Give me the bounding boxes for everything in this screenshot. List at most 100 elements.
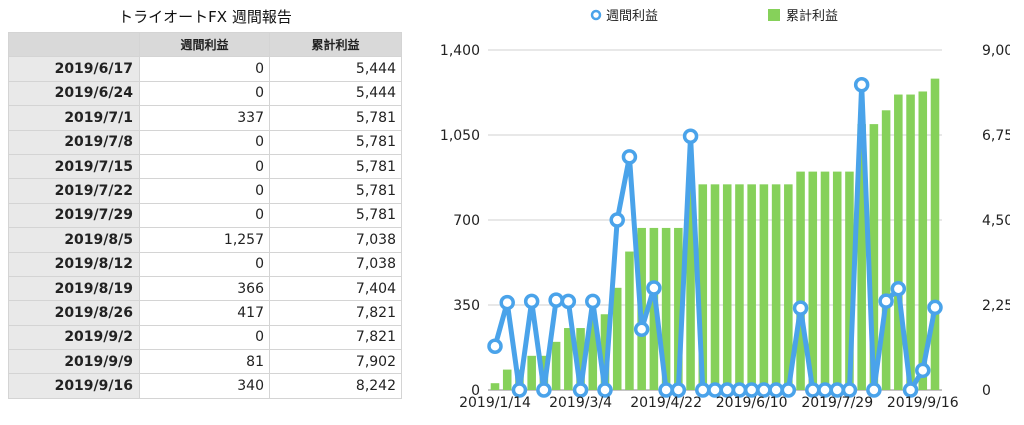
bar-cumulative-profit	[674, 227, 683, 390]
bar-cumulative-profit	[747, 184, 756, 390]
bar-cumulative-profit	[832, 171, 842, 390]
row-weekly-cell: 0	[139, 178, 270, 204]
legend-line-marker	[590, 9, 602, 21]
row-date-cell: 2019/9/9	[8, 349, 140, 375]
point-weekly-profit	[841, 382, 858, 398]
bar-cumulative-profit	[588, 314, 598, 390]
bar-cumulative-profit	[808, 171, 818, 390]
point-weekly-profit	[548, 292, 564, 308]
table-row: 2019/7/8 0 5,781	[8, 129, 402, 155]
bar-cumulative-profit	[930, 78, 940, 390]
table-row: 2019/6/17 0 5,444	[8, 56, 402, 82]
table-row: 2019/7/1 337 5,781	[8, 105, 402, 131]
point-weekly-profit	[780, 382, 797, 398]
row-date-cell: 2019/7/29	[8, 202, 140, 229]
point-weekly-profit	[853, 76, 870, 93]
y-left-tick-label: 0	[471, 383, 480, 399]
row-date-cell: 2019/8/5	[8, 227, 140, 253]
legend-cumulative-profit-label: 累計利益	[786, 8, 838, 24]
bar-cumulative-profit	[771, 184, 781, 390]
table-row: 2019/8/26 417 7,821	[8, 300, 402, 326]
table-row: 2019/7/22 0 5,781	[8, 178, 402, 204]
row-date-cell: 2019/7/22	[8, 178, 140, 204]
row-cumulative-cell: 5,781	[269, 153, 402, 180]
row-date-cell: 2019/6/24	[8, 80, 140, 107]
point-weekly-profit	[792, 300, 809, 316]
row-cumulative-cell: 7,404	[269, 275, 402, 302]
weekly-report-table-panel: トライオートFX 週間報告 週間利益 累計利益 2019/6/17 0 5,444 2…	[8, 0, 402, 399]
point-weekly-profit	[866, 382, 882, 398]
bar-cumulative-profit	[796, 171, 805, 390]
bar-cumulative-profit	[857, 124, 866, 391]
bar-cumulative-profit	[918, 91, 928, 390]
row-weekly-cell: 0	[139, 80, 270, 107]
bar-cumulative-profit	[612, 287, 622, 390]
row-weekly-cell: 0	[139, 324, 270, 351]
row-date-cell: 2019/8/19	[8, 275, 140, 302]
bar-cumulative-profit	[564, 328, 573, 390]
legend-bar-swatch	[768, 9, 780, 21]
y-right-tick-label: 4,500	[982, 213, 1010, 229]
point-weekly-profit	[621, 149, 638, 165]
point-weekly-profit	[572, 382, 589, 398]
row-weekly-cell: 1,257	[139, 227, 270, 253]
y-left-tick-label: 1,050	[440, 128, 480, 144]
bar-cumulative-profit	[576, 328, 585, 390]
bar-cumulative-profit	[881, 110, 891, 390]
row-weekly-cell: 81	[139, 349, 270, 375]
bar-cumulative-profit	[735, 184, 744, 390]
row-cumulative-cell: 7,038	[269, 251, 402, 277]
point-weekly-profit	[646, 280, 662, 296]
bar-cumulative-profit	[527, 355, 536, 390]
row-date-cell: 2019/7/1	[8, 105, 140, 131]
row-cumulative-cell: 5,781	[269, 202, 402, 229]
point-weekly-profit	[633, 321, 650, 338]
row-weekly-cell: 0	[139, 153, 270, 180]
bar-cumulative-profit	[600, 314, 610, 390]
x-tick-label: 2019/6/10	[716, 395, 788, 411]
y-right-tick-label: 2,250	[982, 298, 1010, 314]
table-row: 2019/8/19 366 7,404	[8, 275, 402, 302]
bar-cumulative-profit	[551, 341, 561, 390]
bar-cumulative-profit	[784, 184, 793, 390]
row-cumulative-cell: 5,781	[269, 129, 402, 155]
bar-cumulative-profit	[894, 94, 903, 390]
row-cumulative-cell: 7,821	[269, 324, 402, 351]
y-right-tick-label: 9,000	[982, 43, 1010, 59]
y-right-tick-label: 6,750	[982, 128, 1010, 144]
point-weekly-profit	[878, 293, 894, 309]
bar-cumulative-profit	[710, 184, 720, 390]
point-weekly-profit	[560, 293, 577, 310]
row-date-cell: 2019/7/15	[8, 153, 140, 180]
weekly-report-table: 週間利益 累計利益 2019/6/17 0 5,444 2019/6/24 0 5,444…	[8, 31, 402, 399]
row-weekly-cell: 337	[139, 105, 270, 131]
y-left-tick-label: 1,400	[440, 43, 480, 59]
x-tick-label: 2019/7/29	[801, 395, 873, 411]
bar-cumulative-profit	[661, 227, 671, 390]
point-weekly-profit	[523, 293, 540, 310]
table-row: 2019/8/12 0 7,038	[8, 251, 402, 277]
y-left-tick-label: 350	[453, 298, 480, 314]
row-cumulative-cell: 7,902	[269, 349, 402, 375]
row-weekly-cell: 0	[139, 56, 270, 82]
row-date-cell: 2019/9/2	[8, 324, 140, 351]
table-row: 2019/9/16 340 8,242	[8, 373, 402, 399]
point-weekly-profit	[487, 338, 503, 355]
header-weekly-profit: 週間利益	[139, 31, 270, 58]
y-left-tick-label: 700	[453, 213, 480, 229]
row-weekly-cell: 366	[139, 275, 270, 302]
row-cumulative-cell: 7,038	[269, 227, 402, 253]
y-right-tick-label: 0	[982, 383, 991, 399]
bar-cumulative-profit	[906, 94, 915, 390]
row-cumulative-cell: 8,242	[269, 373, 402, 399]
table-row: 2019/9/9 81 7,902	[8, 349, 402, 375]
point-weekly-profit	[585, 293, 601, 310]
bar-cumulative-profit	[686, 184, 695, 390]
x-tick-label: 2019/9/16	[887, 395, 959, 411]
row-cumulative-cell: 5,444	[269, 56, 402, 82]
point-weekly-profit	[511, 382, 528, 398]
row-date-cell: 2019/8/26	[8, 300, 140, 326]
x-tick-label: 2019/3/4	[549, 395, 612, 411]
point-weekly-profit	[499, 294, 515, 311]
row-date-cell: 2019/6/17	[8, 56, 140, 82]
